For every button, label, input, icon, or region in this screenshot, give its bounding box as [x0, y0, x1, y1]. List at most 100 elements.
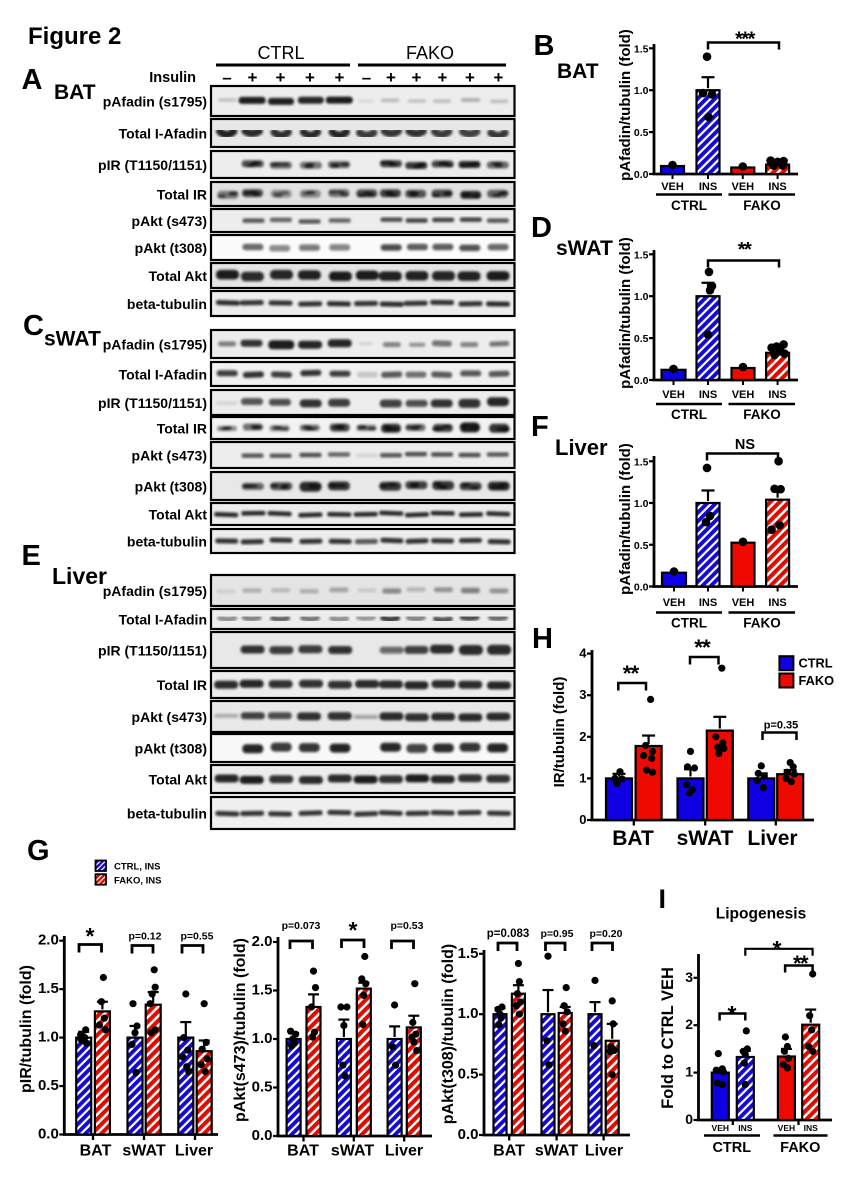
svg-text:INS: INS: [738, 1123, 753, 1133]
svg-text:pAfadin (s1795): pAfadin (s1795): [103, 337, 207, 353]
svg-text:0.5: 0.5: [38, 1077, 59, 1094]
svg-text:CTRL: CTRL: [671, 198, 707, 213]
svg-text:Total I-Afadin: Total I-Afadin: [119, 126, 207, 142]
svg-text:p=0.53: p=0.53: [391, 920, 424, 932]
svg-text:0.5: 0.5: [634, 540, 649, 552]
svg-text:pAkt (s473): pAkt (s473): [132, 213, 207, 229]
svg-text:–: –: [362, 68, 371, 87]
svg-text:+: +: [248, 68, 258, 87]
svg-text:NS: NS: [735, 437, 755, 453]
svg-text:3: 3: [579, 687, 586, 702]
svg-text:INS: INS: [699, 181, 717, 193]
svg-text:1.0: 1.0: [38, 1029, 59, 1046]
svg-text:FAKO: FAKO: [743, 407, 781, 422]
svg-text:pAkt(s473)/tubulin (fold): pAkt(s473)/tubulin (fold): [232, 938, 249, 1122]
svg-text:+: +: [438, 68, 448, 87]
svg-text:p=0.35: p=0.35: [764, 720, 799, 732]
svg-text:Liver: Liver: [585, 1143, 623, 1160]
svg-text:+: +: [305, 68, 315, 87]
svg-text:A: A: [22, 64, 43, 96]
svg-text:2.0: 2.0: [38, 932, 59, 949]
svg-text:p=0.20: p=0.20: [590, 928, 623, 940]
svg-text:FAKO, INS: FAKO, INS: [114, 875, 162, 886]
svg-text:pAkt (s473): pAkt (s473): [132, 448, 207, 464]
svg-text:1.0: 1.0: [634, 498, 649, 510]
svg-text:INS: INS: [699, 597, 717, 609]
svg-text:VEH: VEH: [731, 181, 754, 193]
svg-text:beta-tubulin: beta-tubulin: [127, 806, 207, 822]
svg-text:1.5: 1.5: [458, 945, 479, 962]
svg-text:1: 1: [579, 770, 586, 785]
svg-text:INS: INS: [804, 1123, 819, 1133]
svg-text:Liver: Liver: [747, 827, 797, 850]
svg-text:+: +: [386, 68, 396, 87]
svg-text:pAkt (t308): pAkt (t308): [135, 479, 207, 495]
svg-text:Liver: Liver: [555, 435, 608, 460]
svg-text:CTRL: CTRL: [257, 43, 304, 63]
svg-text:1: 1: [685, 1064, 693, 1080]
svg-text:2: 2: [579, 729, 586, 744]
svg-text:0.0: 0.0: [634, 582, 649, 594]
svg-text:BAT: BAT: [54, 81, 96, 104]
svg-text:beta-tubulin: beta-tubulin: [127, 534, 207, 550]
svg-text:FAKO: FAKO: [406, 43, 454, 63]
svg-text:0.5: 0.5: [458, 1066, 479, 1083]
svg-text:IR/tubulin (fold): IR/tubulin (fold): [551, 677, 568, 788]
svg-text:Total IR: Total IR: [157, 677, 207, 693]
svg-text:B: B: [534, 30, 555, 62]
svg-text:BAT: BAT: [493, 1143, 525, 1160]
svg-text:pAfadin (s1795): pAfadin (s1795): [103, 583, 207, 599]
svg-text:Total Akt: Total Akt: [149, 772, 208, 788]
svg-text:VEH: VEH: [778, 1123, 795, 1133]
svg-text:VEH: VEH: [662, 389, 685, 401]
svg-text:**: **: [694, 635, 711, 660]
svg-text:0.0: 0.0: [458, 1126, 479, 1143]
svg-text:INS: INS: [768, 181, 786, 193]
svg-text:p=0.083: p=0.083: [487, 928, 530, 940]
svg-text:D: D: [531, 212, 552, 244]
svg-text:1.5: 1.5: [634, 456, 649, 468]
svg-text:1.5: 1.5: [634, 43, 649, 55]
svg-text:0.5: 0.5: [634, 127, 649, 139]
svg-text:Total IR: Total IR: [157, 421, 207, 437]
svg-text:sWAT: sWAT: [44, 328, 101, 351]
svg-text:+: +: [412, 68, 422, 87]
svg-text:FAKO: FAKO: [743, 198, 781, 213]
svg-text:sWAT: sWAT: [122, 1143, 165, 1160]
svg-text:E: E: [22, 540, 41, 572]
svg-text:*: *: [773, 936, 782, 962]
svg-text:+: +: [494, 68, 504, 87]
svg-text:0: 0: [685, 1111, 693, 1127]
svg-text:4: 4: [579, 646, 587, 661]
svg-text:pIR (T1150/1151): pIR (T1150/1151): [98, 157, 207, 173]
svg-text:CTRL: CTRL: [799, 656, 833, 671]
svg-text:INS: INS: [768, 597, 786, 609]
svg-text:Total Akt: Total Akt: [149, 507, 208, 523]
svg-text:Total I-Afadin: Total I-Afadin: [119, 612, 207, 628]
svg-text:0.0: 0.0: [252, 1127, 273, 1144]
svg-text:0.5: 0.5: [634, 333, 649, 345]
svg-text:CTRL: CTRL: [671, 407, 707, 422]
svg-text:0: 0: [579, 812, 586, 827]
svg-text:0.0: 0.0: [634, 375, 649, 387]
svg-text:pIR/tubulin (fold): pIR/tubulin (fold): [18, 965, 35, 1093]
svg-text:1.5: 1.5: [252, 982, 273, 999]
svg-text:pAfadin/tubulin (fold): pAfadin/tubulin (fold): [617, 237, 634, 389]
svg-text:INS: INS: [768, 389, 786, 401]
svg-text:**: **: [793, 951, 809, 976]
svg-text:sWAT: sWAT: [535, 1143, 578, 1160]
svg-text:1.0: 1.0: [458, 1005, 479, 1022]
svg-text:pAkt (t308): pAkt (t308): [135, 240, 207, 256]
svg-text:pAkt(t308)/tubulin (fold): pAkt(t308)/tubulin (fold): [440, 944, 457, 1124]
svg-text:VEH: VEH: [732, 597, 755, 609]
svg-text:VEH: VEH: [661, 181, 684, 193]
svg-text:2.0: 2.0: [252, 933, 273, 950]
svg-text:Total IR: Total IR: [157, 187, 207, 203]
svg-text:CTRL, INS: CTRL, INS: [114, 862, 160, 873]
svg-text:pAfadin (s1795): pAfadin (s1795): [103, 94, 207, 110]
svg-text:Insulin: Insulin: [149, 70, 196, 86]
svg-text:*: *: [728, 1001, 737, 1027]
svg-text:Total I-Afadin: Total I-Afadin: [119, 367, 207, 383]
svg-text:Liver: Liver: [385, 1143, 423, 1160]
svg-text:CTRL: CTRL: [712, 1140, 751, 1156]
